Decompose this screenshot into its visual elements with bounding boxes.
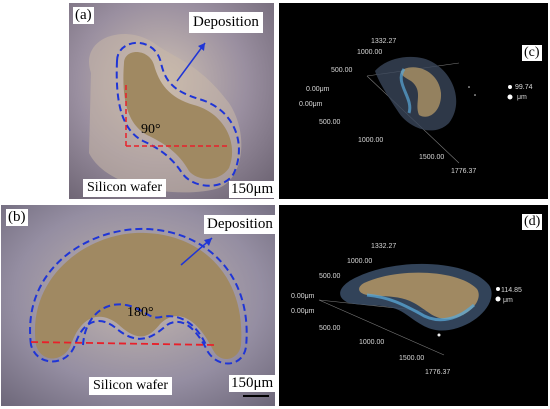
- profile-3d-panel-d: (d) 1332.27 1000.00 500.00 0.00μm 0.00μm…: [279, 205, 548, 406]
- deposition-label-b: Deposition: [204, 215, 275, 234]
- substrate-label-b: Silicon wafer: [89, 377, 173, 395]
- angle-label-a: 90°: [141, 122, 161, 137]
- deposition-label-a: Deposition: [189, 12, 263, 33]
- axis-d-y1000: 1000.00: [347, 258, 373, 265]
- panel-label-a: (a): [73, 7, 94, 24]
- profile-3d-d-image: [318, 263, 501, 356]
- axis-c-xmax: 1776.37: [451, 168, 477, 175]
- micrograph-a-image: [69, 3, 274, 199]
- axis-d-y500: 500.00: [319, 273, 341, 280]
- micrograph-panel-b: (b) Deposition 180° Silicon wafer 150μm: [1, 205, 275, 406]
- axis-c-x500: 500.00: [319, 119, 341, 126]
- axis-d-x500: 500.00: [319, 325, 341, 332]
- angle-label-b: 180°: [127, 305, 154, 320]
- axis-c-x1000: 1000.00: [358, 137, 384, 144]
- axis-c-zunit: μm: [517, 94, 527, 101]
- scale-label-a: 150μm: [231, 181, 274, 197]
- axis-c-zval: 99.74: [515, 84, 533, 91]
- dashed-outline-a: [115, 41, 240, 187]
- profile-3d-c-image: [366, 56, 513, 164]
- profile-3d-panel-c: (c) 1332.27 1000.00 500.00 0.00μm 0.00μm…: [279, 3, 548, 199]
- axis-c-y500: 500.00: [331, 67, 353, 74]
- axis-d-xmax: 1776.37: [425, 369, 451, 376]
- axis-c-origin2: 0.00μm: [299, 101, 323, 108]
- axis-c-origin1: 0.00μm: [306, 86, 330, 93]
- axis-c-y1000: 1000.00: [357, 49, 383, 56]
- axis-c-x1500: 1500.00: [419, 154, 445, 161]
- micrograph-panel-a: (a) Deposition 90° Silicon wafer 150μm: [69, 3, 274, 199]
- micrograph-b-image: [1, 205, 275, 406]
- panel-label-d: (d): [522, 214, 543, 230]
- scale-bar-line-b: [243, 395, 270, 397]
- axis-d-origin2: 0.00μm: [291, 308, 315, 315]
- axis-d-x1500: 1500.00: [399, 355, 425, 362]
- axis-d-zval: 114.85: [501, 287, 522, 294]
- deposit-a: [123, 51, 233, 179]
- axis-c-top: 1332.27: [371, 38, 397, 45]
- substrate-label-a: Silicon wafer: [83, 179, 167, 197]
- panel-label-b: (b): [6, 209, 28, 226]
- axis-d-origin1: 0.00μm: [291, 293, 315, 300]
- axis-d-x1000: 1000.00: [359, 339, 385, 346]
- axis-d-zunit: μm: [503, 297, 513, 304]
- deposit-b: [34, 232, 242, 360]
- scale-label-b: 150μm: [231, 375, 274, 391]
- scale-bar-a: 150μm: [229, 181, 274, 198]
- axis-d-top: 1332.27: [371, 243, 397, 250]
- dashed-outline-b: [29, 227, 248, 365]
- panel-label-c: (c): [522, 45, 542, 61]
- scale-bar-b: 150μm: [229, 375, 275, 397]
